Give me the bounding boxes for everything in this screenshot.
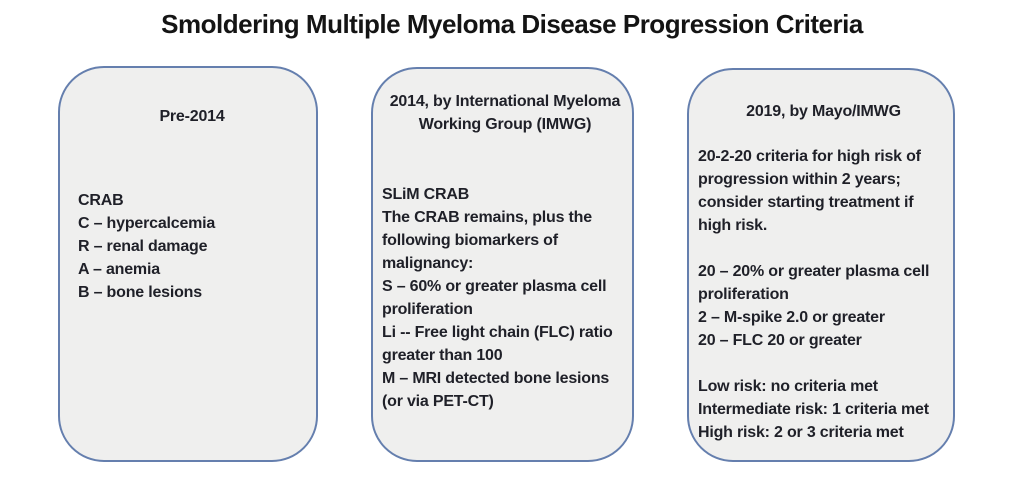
text-line: progression within 2 years; — [698, 171, 901, 188]
text-line: proliferation — [698, 286, 789, 303]
text-line: proliferation — [382, 301, 473, 318]
box-heading-line: Working Group (IMWG) — [418, 116, 592, 133]
text-line: high risk. — [698, 217, 768, 234]
text-line: High risk: 2 or 3 criteria met — [698, 424, 904, 441]
text-line: The CRAB remains, plus the — [382, 209, 592, 226]
text-line: R – renal damage — [78, 238, 208, 255]
text-line: malignancy: — [382, 255, 474, 272]
text-line: 2 – M-spike 2.0 or greater — [698, 309, 885, 326]
box-paragraph: CRAB C – hypercalcemia R – renal damage A –… — [78, 189, 306, 304]
criteria-box-2014-imwg: 2014, by International Myeloma Working Gr… — [371, 67, 634, 462]
box-heading: 2014, by International Myeloma Working Gr… — [382, 90, 628, 136]
text-line: 20 – 20% or greater plasma cell — [698, 263, 930, 280]
criteria-box-pre-2014: Pre-2014 CRAB C – hypercalcemia R – renal … — [58, 66, 318, 462]
text-line: Low risk: no criteria met — [698, 378, 878, 395]
text-line: C – hypercalcemia — [78, 215, 216, 232]
box-heading: 2019, by Mayo/IMWG — [698, 100, 949, 123]
text-line: CRAB — [78, 192, 124, 209]
text-line: M – MRI detected bone lesions — [382, 370, 610, 387]
text-line: greater than 100 — [382, 347, 503, 364]
text-line: consider starting treatment if — [698, 194, 914, 211]
box-heading: Pre-2014 — [78, 105, 306, 128]
box-paragraph: 20 – 20% or greater plasma cell prolifera… — [698, 260, 949, 352]
text-line: S – 60% or greater plasma cell — [382, 278, 607, 295]
text-line: Intermediate risk: 1 criteria met — [698, 401, 929, 418]
box-body: CRAB C – hypercalcemia R – renal damage A –… — [78, 189, 306, 304]
box-heading-line: Pre-2014 — [159, 108, 225, 125]
text-line: B – bone lesions — [78, 284, 202, 301]
box-body: SLiM CRAB The CRAB remains, plus the follo… — [382, 183, 628, 413]
criteria-box-2019-mayo-imwg: 2019, by Mayo/IMWG 20-2-20 criteria for … — [687, 68, 955, 462]
text-line: following biomarkers of — [382, 232, 558, 249]
text-line: A – anemia — [78, 261, 160, 278]
box-heading-line: 2014, by International Myeloma — [389, 93, 621, 110]
box-paragraph: Low risk: no criteria met Intermediate ri… — [698, 375, 949, 444]
text-line: (or via PET-CT) — [382, 393, 494, 410]
text-line: SLiM CRAB — [382, 186, 470, 203]
page-title: Smoldering Multiple Myeloma Disease Prog… — [161, 9, 863, 39]
text-line: 20-2-20 criteria for high risk of — [698, 148, 921, 165]
box-heading-line: 2019, by Mayo/IMWG — [746, 103, 901, 120]
text-line: 20 – FLC 20 or greater — [698, 332, 862, 349]
box-body: 20-2-20 criteria for high risk of progres… — [698, 145, 949, 444]
box-paragraph: 20-2-20 criteria for high risk of progres… — [698, 145, 949, 237]
text-line: Li -- Free light chain (FLC) ratio — [382, 324, 613, 341]
box-paragraph: SLiM CRAB The CRAB remains, plus the follo… — [382, 183, 628, 413]
